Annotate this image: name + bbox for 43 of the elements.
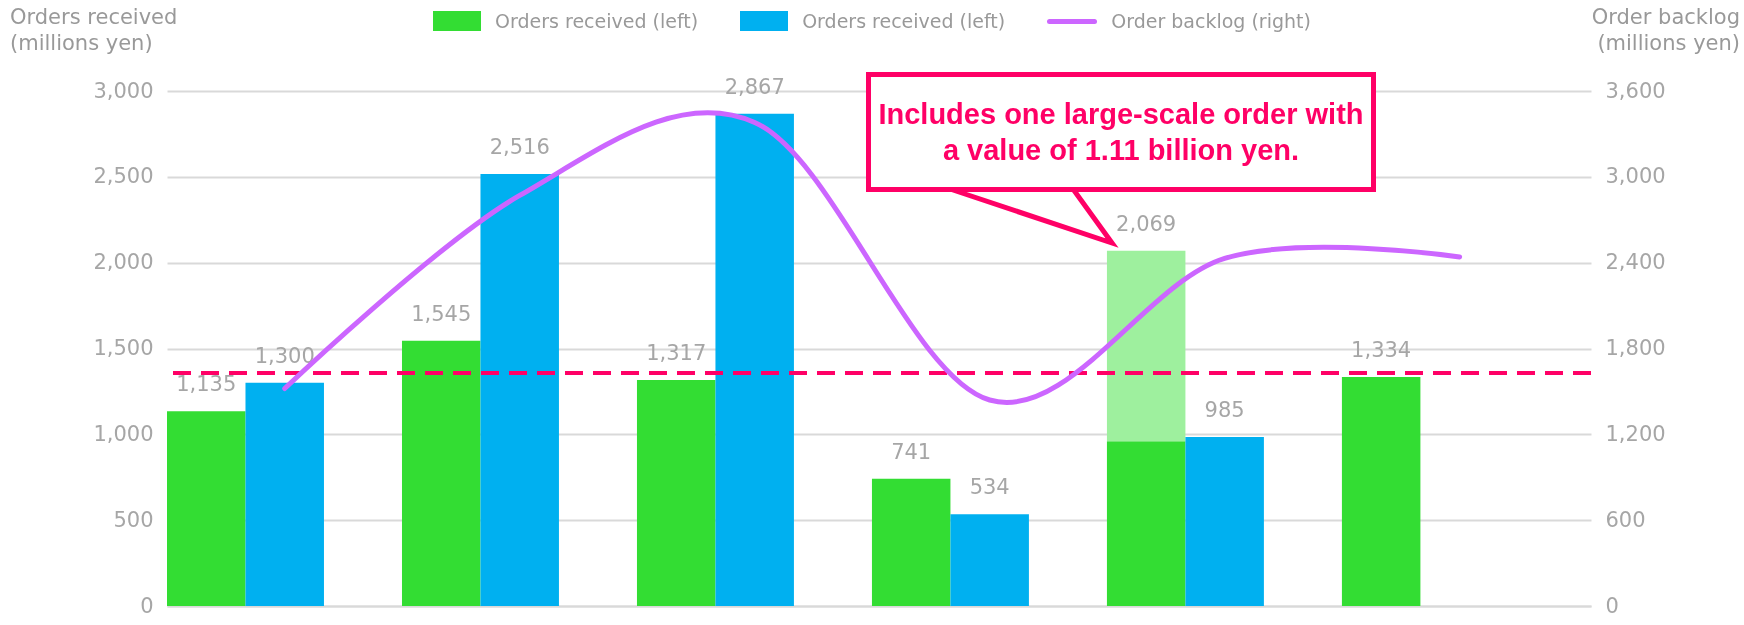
data-label: 534 (969, 475, 1010, 500)
y-tick-label: 500 (113, 507, 154, 532)
y2-tick-label: 2,400 (1605, 250, 1666, 275)
legend-label: Order backlog (right) (1111, 10, 1311, 32)
data-label: 2,516 (489, 135, 550, 160)
y2-tick-label: 1,200 (1605, 421, 1666, 446)
bar (245, 382, 324, 606)
data-label: 1,135 (176, 372, 237, 397)
bar (636, 379, 716, 606)
y2-tick-label: 3,600 (1605, 78, 1666, 103)
y-axis-title: Orders received (millions yen) (10, 4, 179, 57)
bar (1106, 250, 1186, 442)
data-label: 1,545 (411, 301, 472, 326)
y2-tick-label: 1,800 (1605, 336, 1666, 360)
y-tick-label: 2,500 (93, 164, 154, 189)
bar (167, 411, 246, 606)
y2-tick-label: 0 (1605, 593, 1619, 618)
y2-tick-label: 600 (1605, 507, 1646, 532)
bar (480, 174, 559, 606)
bar (401, 340, 481, 606)
data-label: 1,317 (646, 340, 707, 365)
y-tick-label: 1,000 (93, 421, 154, 446)
data-label: 741 (891, 439, 932, 464)
y-tick-label: 0 (140, 593, 154, 618)
bar (871, 478, 951, 606)
y-tick-label: 1,500 (93, 336, 154, 360)
bar (715, 113, 794, 606)
y-tick-label: 3,000 (93, 78, 154, 103)
data-label: 1,334 (1351, 338, 1412, 362)
data-label: 985 (1204, 397, 1245, 422)
legend-label: Orders received (left) (495, 10, 699, 32)
data-label: 2,069 (1116, 211, 1177, 236)
data-label: 1,300 (254, 343, 315, 368)
y2-axis-title: Order backlog (millions yen) (1590, 4, 1740, 57)
y-tick-label: 2,000 (93, 250, 154, 275)
y2-tick-label: 3,000 (1605, 164, 1666, 189)
bar (1341, 377, 1421, 606)
annotation: Includes one large-scale order with a value of 1.11 billion yen. (866, 72, 1376, 192)
bar (1185, 436, 1264, 606)
bar (1106, 441, 1186, 606)
data-label: 2,867 (724, 74, 785, 99)
bar (950, 514, 1029, 606)
legend-label: Orders received (left) (802, 10, 1006, 32)
